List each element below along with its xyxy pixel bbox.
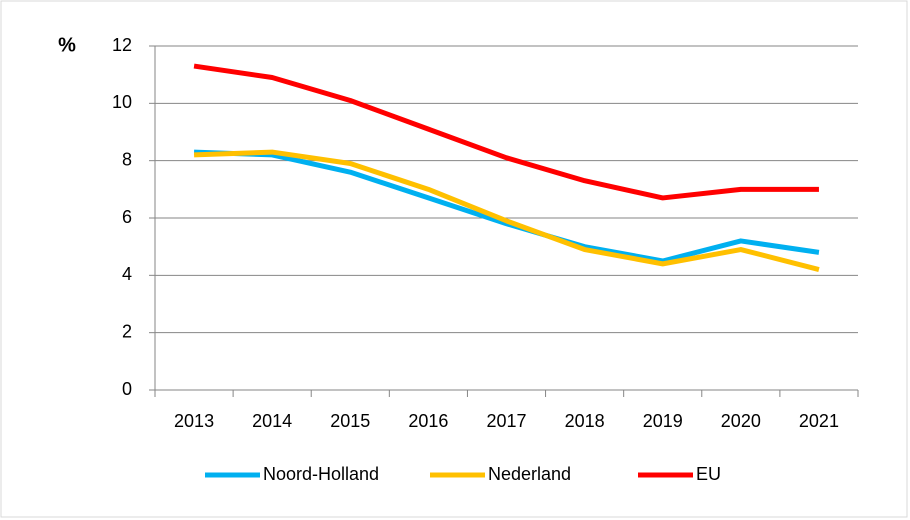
y-tick-label: 0 xyxy=(122,379,132,399)
x-tick-label: 2020 xyxy=(721,411,761,431)
x-tick-label: 2019 xyxy=(643,411,683,431)
x-tick-label: 2016 xyxy=(408,411,448,431)
y-tick-label: 6 xyxy=(122,207,132,227)
y-tick-label: 4 xyxy=(122,264,132,284)
x-tick-label: 2014 xyxy=(252,411,292,431)
data-line xyxy=(193,149,820,273)
x-tick-label: 2013 xyxy=(174,411,214,431)
x-tick-label: 2021 xyxy=(799,411,839,431)
data-line xyxy=(193,149,820,264)
y-tick-label: 8 xyxy=(122,149,132,169)
y-axis-label: % xyxy=(58,34,76,56)
y-tick-label: 10 xyxy=(112,92,132,112)
x-tick-label: 2015 xyxy=(330,411,370,431)
legend-label: EU xyxy=(696,464,721,484)
y-tick-label: 12 xyxy=(112,35,132,55)
data-line xyxy=(193,63,819,201)
x-tick-label: 2017 xyxy=(486,411,526,431)
legend-label: Nederland xyxy=(488,464,571,484)
y-tick-label: 2 xyxy=(122,321,132,341)
legend-label: Noord-Holland xyxy=(263,464,379,484)
x-tick-label: 2018 xyxy=(565,411,605,431)
